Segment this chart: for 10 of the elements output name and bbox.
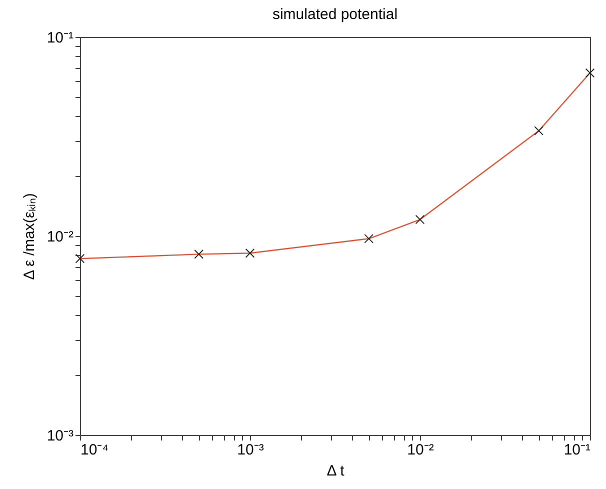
y-tick-label: 10⁻³ bbox=[46, 428, 74, 444]
y-tick-label: 10⁻² bbox=[46, 228, 74, 246]
x-axis-title: Δ t bbox=[326, 462, 346, 480]
x-tick-label: 10⁻³ bbox=[237, 442, 264, 458]
y-tick-label: 10⁻¹ bbox=[46, 30, 74, 46]
x-tick-label: 10⁻² bbox=[407, 442, 434, 458]
x-tick-label: 10⁻¹ bbox=[564, 442, 590, 458]
y-axis-title: Δ ε /max(εₖᵢₙ) bbox=[20, 193, 38, 280]
x-tick-label: 10⁻⁴ bbox=[80, 442, 109, 458]
chart-title: simulated potential bbox=[272, 6, 398, 23]
